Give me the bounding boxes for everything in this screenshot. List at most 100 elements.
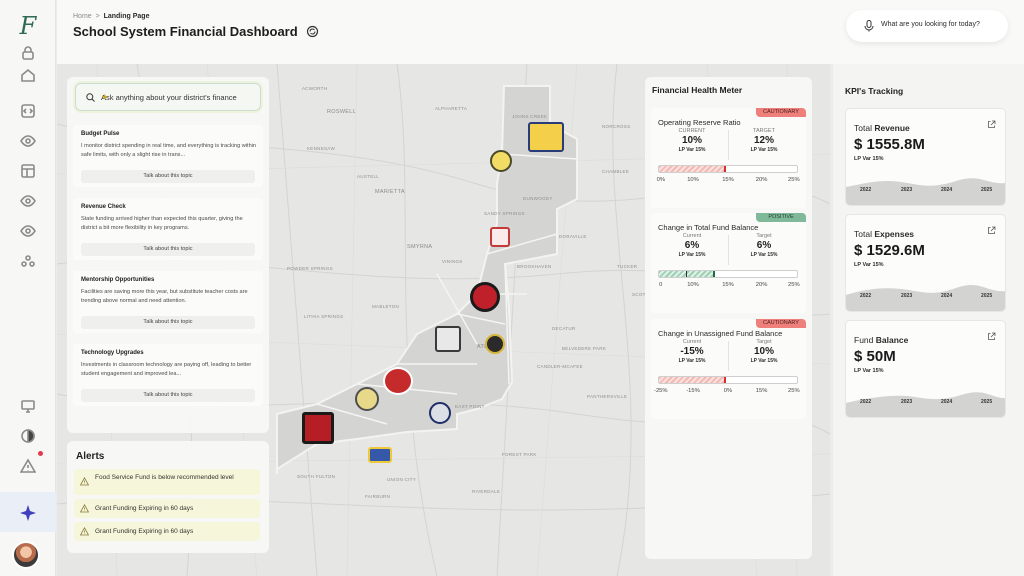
health-meter-card[interactable]: POSITIVE Change in Total Fund Balance Curr… <box>651 213 806 313</box>
eye-icon[interactable] <box>20 223 36 239</box>
alert-icon[interactable] <box>19 458 37 474</box>
kpi-card[interactable]: Fund Balance $ 50M LP Var 15% 2022 2023 2024 2… <box>845 320 1006 418</box>
global-search[interactable]: What are you looking for today? <box>846 10 1008 42</box>
refresh-icon[interactable] <box>306 25 319 38</box>
health-meter-card[interactable]: CAUTIONARY Change in Unassigned Fund Bala… <box>651 319 806 419</box>
kpi-card[interactable]: Total Expenses $ 1529.6M LP Var 15% 2022 202… <box>845 214 1006 312</box>
meter-fill <box>659 166 726 172</box>
current-sub: LP Var 15% <box>678 358 706 364</box>
home-icon[interactable] <box>20 67 36 83</box>
school-logo-marker[interactable] <box>470 282 500 312</box>
map-label: SANDY SPRINGS <box>484 211 525 216</box>
kpi-sub: LP Var 15% <box>854 156 884 162</box>
target-label: Target <box>756 339 772 345</box>
target-label: TARGET <box>753 128 775 134</box>
target-value: 6% <box>756 240 772 251</box>
global-search-placeholder: What are you looking for today? <box>881 21 980 28</box>
topic-title: Technology Upgrades <box>81 350 144 356</box>
kpi-label-bold: Balance <box>875 335 909 345</box>
school-logo-marker[interactable] <box>435 326 461 352</box>
external-link-icon[interactable] <box>987 226 996 235</box>
sparkle-icon: ✦ <box>101 92 109 102</box>
meter-marker-secondary <box>685 271 687 277</box>
kpi-label-bold: Revenue <box>874 123 910 133</box>
breadcrumb-current: Landing Page <box>103 13 150 20</box>
map-label: Johns Creek <box>512 114 548 119</box>
ask-ai-input[interactable]: Ask anything about your district's finan… <box>75 83 261 111</box>
target-sub: LP Var 15% <box>750 358 778 364</box>
talk-about-topic-button[interactable]: Talk about this topic <box>81 243 255 256</box>
kpi-label: Total Revenue <box>854 123 910 133</box>
status-badge: POSITIVE <box>756 213 806 222</box>
kpi-card[interactable]: Total Revenue $ 1555.8M LP Var 15% 2022 2023… <box>845 108 1006 206</box>
tick-label: -15% <box>686 388 700 394</box>
health-meter-card[interactable]: CAUTIONARY Operating Reserve Ratio CURRENT… <box>651 108 806 208</box>
tick-label: -25% <box>654 388 668 394</box>
map-label: Norcross <box>602 124 631 129</box>
assistant-topics-panel: Ask anything about your district's finan… <box>67 77 269 433</box>
users-icon[interactable] <box>20 253 36 269</box>
kpi-sub: LP Var 15% <box>854 368 884 374</box>
target-value: 12% <box>753 135 774 146</box>
year-label: 2023 <box>901 293 913 299</box>
map-label: SMYRNA <box>407 244 433 250</box>
year-label: 2022 <box>860 399 872 405</box>
layout-icon[interactable] <box>20 163 36 179</box>
school-logo-marker[interactable] <box>383 367 413 395</box>
year-label: 2024 <box>941 399 953 405</box>
current-column: CURRENT 10% LP Var 15% <box>658 128 726 153</box>
eye-icon[interactable] <box>20 133 36 149</box>
ai-assistant-button[interactable] <box>0 492 56 532</box>
alert-text: Food Service Fund is below recommended l… <box>95 474 234 481</box>
status-badge: CAUTIONARY <box>756 319 806 328</box>
year-label: 2025 <box>981 293 993 299</box>
kpi-sparkline <box>846 284 1005 311</box>
alert-item[interactable]: Grant Funding Expiring in 60 days <box>74 499 260 518</box>
user-avatar[interactable] <box>12 541 40 569</box>
monitor-icon[interactable] <box>20 398 36 414</box>
talk-about-topic-button[interactable]: Talk about this topic <box>81 316 255 329</box>
meter-title: Change in Total Fund Balance <box>658 223 759 232</box>
external-link-icon[interactable] <box>987 120 996 129</box>
external-link-icon[interactable] <box>987 332 996 341</box>
meter-bar <box>658 165 798 173</box>
tick-label: 15% <box>722 177 734 183</box>
code-icon[interactable] <box>20 103 36 119</box>
year-label: 2022 <box>860 293 872 299</box>
map-label: Forest Park <box>502 452 537 457</box>
eye-icon[interactable] <box>20 193 36 209</box>
school-logo-marker[interactable] <box>355 387 379 411</box>
topic-card: Mentorship Opportunities Facilities are … <box>73 271 263 333</box>
school-logo-marker[interactable] <box>528 122 564 152</box>
current-value: 10% <box>681 135 702 146</box>
map-label: Chamblee <box>602 169 630 174</box>
lock-icon[interactable] <box>20 45 36 61</box>
breadcrumb-home[interactable]: Home <box>73 13 92 20</box>
school-logo-marker[interactable] <box>490 150 512 172</box>
tick-label: 25% <box>787 177 800 183</box>
contrast-icon[interactable] <box>20 428 36 444</box>
school-logo-marker[interactable] <box>490 227 510 247</box>
target-column: Target 10% LP Var 15% <box>730 339 798 364</box>
talk-about-topic-button[interactable]: Talk about this topic <box>81 389 255 402</box>
map-label: Mableton <box>372 304 400 309</box>
school-logo-marker[interactable] <box>485 334 505 354</box>
kpi-tracking-panel: KPI's Tracking Total Revenue $ 1555.8M LP … <box>833 64 1024 576</box>
target-sub: LP Var 15% <box>750 147 778 153</box>
tick-label: 15% <box>755 388 768 394</box>
app-logo[interactable]: F <box>19 12 37 40</box>
microphone-icon[interactable] <box>864 20 874 32</box>
kpi-label-bold: Expenses <box>874 229 915 239</box>
tick-label: 20% <box>755 282 768 288</box>
topic-title: Revenue Check <box>81 204 126 210</box>
school-logo-marker[interactable] <box>429 402 451 424</box>
meter-title: Change in Unassigned Fund Balance <box>658 329 783 338</box>
map-label: Union City <box>387 477 417 482</box>
meter-ticks: 0% 10% 15% 20% 25% <box>657 177 800 185</box>
alert-item[interactable]: Food Service Fund is below recommended l… <box>74 469 260 495</box>
school-logo-marker[interactable] <box>302 412 334 444</box>
talk-about-topic-button[interactable]: Talk about this topic <box>81 170 255 183</box>
alert-item[interactable]: Grant Funding Expiring in 60 days <box>74 522 260 541</box>
topic-card: Revenue Check State funding arrived high… <box>73 198 263 260</box>
school-logo-marker[interactable] <box>368 447 392 463</box>
